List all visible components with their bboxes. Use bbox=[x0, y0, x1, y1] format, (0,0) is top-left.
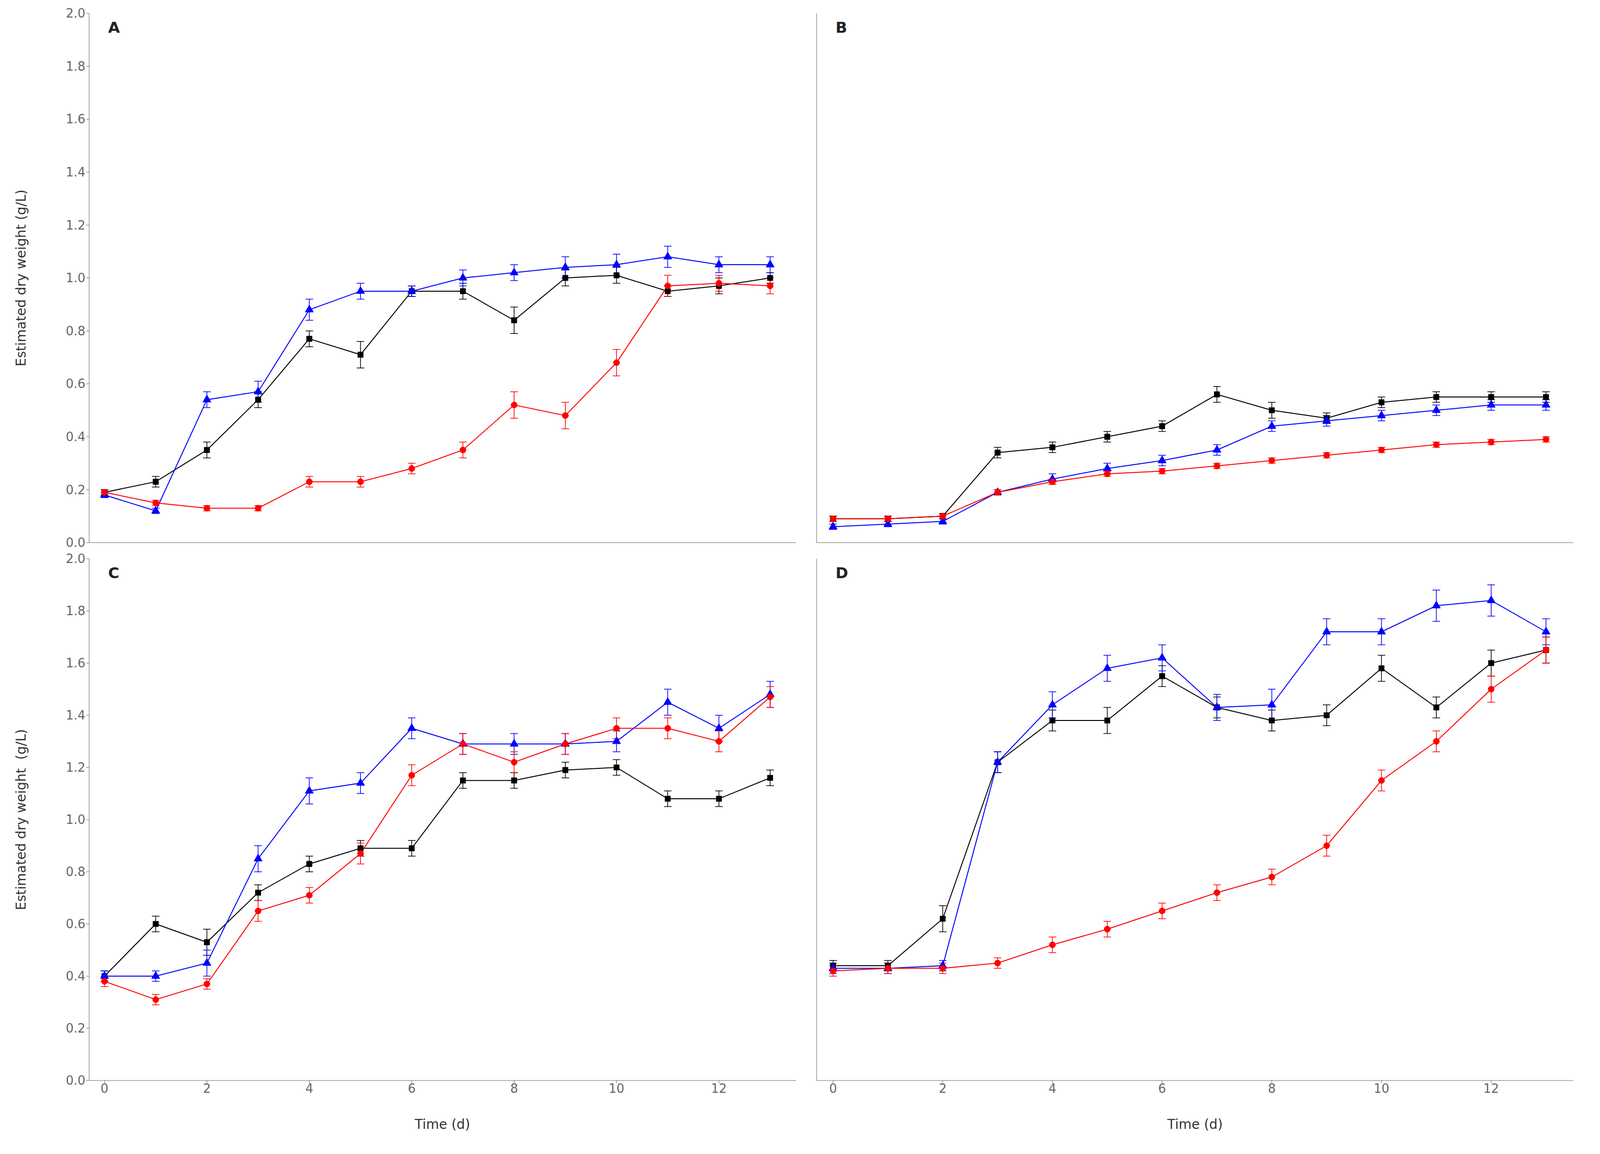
svg-text:1.2: 1.2 bbox=[65, 218, 86, 233]
svg-text:4: 4 bbox=[1048, 1081, 1057, 1096]
svg-text:2.0: 2.0 bbox=[65, 6, 86, 21]
svg-text:Time (d): Time (d) bbox=[1166, 1116, 1223, 1132]
svg-text:8: 8 bbox=[510, 1081, 519, 1096]
svg-text:10: 10 bbox=[1373, 1081, 1390, 1096]
html-text:B: B bbox=[835, 18, 848, 37]
html-text:C: C bbox=[108, 563, 120, 582]
svg-text:0.6: 0.6 bbox=[65, 376, 86, 391]
svg-text:1.4: 1.4 bbox=[65, 165, 86, 180]
svg-text:2: 2 bbox=[938, 1081, 948, 1096]
svg-text:2.0: 2.0 bbox=[65, 551, 86, 566]
svg-text:1.8: 1.8 bbox=[65, 59, 86, 74]
svg-text:12: 12 bbox=[1483, 1081, 1499, 1096]
svg-text:1.0: 1.0 bbox=[65, 270, 86, 286]
svg-text:0.4: 0.4 bbox=[65, 968, 86, 984]
svg-text:0.8: 0.8 bbox=[65, 864, 86, 879]
svg-text:4: 4 bbox=[305, 1081, 314, 1096]
svg-text:0.0: 0.0 bbox=[65, 1073, 86, 1088]
svg-text:6: 6 bbox=[407, 1081, 416, 1096]
svg-text:6: 6 bbox=[1158, 1081, 1167, 1096]
svg-text:0.2: 0.2 bbox=[65, 1020, 86, 1036]
svg-text:Time (d): Time (d) bbox=[413, 1116, 470, 1132]
svg-text:12: 12 bbox=[710, 1081, 727, 1096]
html-text:D: D bbox=[835, 563, 849, 582]
svg-text:0: 0 bbox=[100, 1081, 109, 1096]
svg-text:Estimated dry weight (g/L): Estimated dry weight (g/L) bbox=[13, 728, 29, 911]
svg-text:0.6: 0.6 bbox=[65, 916, 86, 931]
svg-text:2: 2 bbox=[202, 1081, 212, 1096]
svg-text:0: 0 bbox=[828, 1081, 837, 1096]
svg-text:0.2: 0.2 bbox=[65, 482, 86, 497]
html-text:A: A bbox=[108, 18, 120, 37]
svg-text:0.0: 0.0 bbox=[65, 535, 86, 550]
svg-text:1.0: 1.0 bbox=[65, 812, 86, 827]
svg-text:Estimated dry weight (g/L): Estimated dry weight (g/L) bbox=[13, 189, 29, 367]
svg-text:1.6: 1.6 bbox=[65, 655, 86, 671]
svg-text:10: 10 bbox=[608, 1081, 625, 1096]
svg-text:8: 8 bbox=[1268, 1081, 1277, 1096]
svg-text:1.4: 1.4 bbox=[65, 708, 86, 723]
svg-text:1.2: 1.2 bbox=[65, 760, 86, 775]
svg-text:1.8: 1.8 bbox=[65, 603, 86, 618]
svg-text:0.8: 0.8 bbox=[65, 323, 86, 339]
svg-text:1.6: 1.6 bbox=[65, 111, 86, 127]
svg-text:0.4: 0.4 bbox=[65, 429, 86, 444]
